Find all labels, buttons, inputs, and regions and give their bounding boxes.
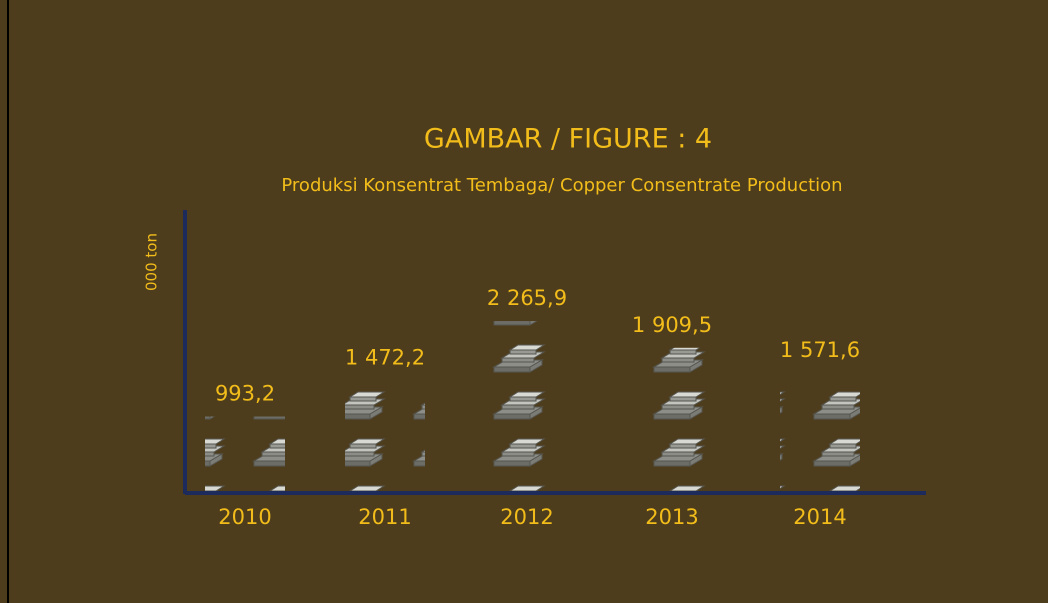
bar: [487, 321, 567, 491]
y-axis-label: 000 ton: [143, 233, 161, 291]
chart-subtitle: Produksi Konsentrat Tembaga/ Copper Cons…: [281, 175, 842, 196]
value-label: 993,2: [215, 382, 275, 406]
bar: [632, 347, 712, 491]
x-tick-label: 2011: [358, 505, 411, 529]
chart-title: GAMBAR / FIGURE : 4: [424, 124, 712, 155]
x-tick-label: 2014: [793, 505, 846, 529]
bar: [780, 373, 860, 491]
value-label: 1 472,2: [345, 346, 425, 370]
value-label: 1 571,6: [780, 338, 860, 362]
value-label: 1 909,5: [632, 313, 712, 337]
value-label: 2 265,9: [487, 286, 567, 310]
bar: [205, 416, 285, 491]
x-tick-label: 2013: [645, 505, 698, 529]
bar: [345, 380, 425, 491]
x-tick-label: 2012: [500, 505, 553, 529]
x-tick-label: 2010: [218, 505, 271, 529]
